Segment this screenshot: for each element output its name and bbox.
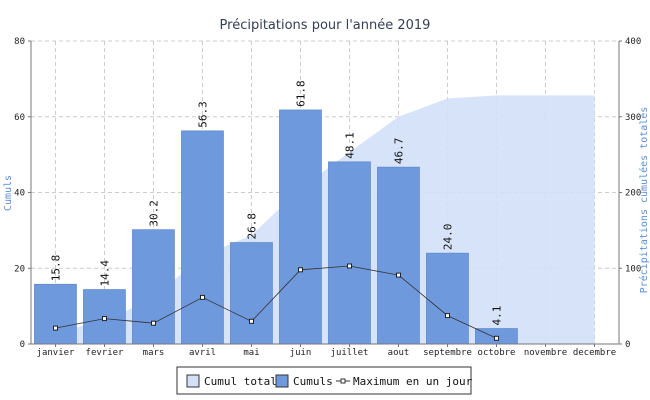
line-marker-0 [53, 325, 58, 331]
line-marker-9 [494, 335, 499, 341]
line-series [53, 263, 499, 341]
line-maximum-en-un-jour [55, 265, 497, 339]
y-tick-label-right-4: 400 [625, 37, 641, 47]
y-tick-label-left-0: 0 [20, 340, 25, 350]
y-tick-label-right-1: 100 [625, 264, 641, 274]
bar-3 [181, 130, 224, 345]
y-tick-label-right-2: 200 [625, 189, 641, 199]
data-label-4: 26.8 [246, 213, 259, 240]
line-marker-3 [200, 294, 205, 300]
data-label-9: 4.1 [491, 306, 504, 326]
bar-2 [132, 229, 175, 345]
line-marker-5 [298, 267, 303, 273]
y-tick-label-right-3: 300 [625, 113, 641, 123]
x-tick-label-6: juillet [331, 348, 369, 358]
data-label-1: 14.4 [99, 260, 112, 287]
y-axis-label-right: Précipitations cumulées totales [638, 107, 650, 294]
bar-4 [230, 242, 273, 345]
line-marker-6 [347, 263, 352, 269]
bar-1 [83, 289, 126, 345]
bar-8 [426, 252, 469, 345]
data-label-6: 48.1 [344, 132, 357, 159]
y-tick-label-left-2: 40 [14, 189, 25, 199]
y-tick-label-left-1: 20 [14, 264, 25, 274]
x-tick-label-3: avril [189, 348, 216, 358]
data-label-7: 46.7 [393, 138, 406, 165]
legend-label-line: Maximum en un jour [353, 375, 473, 388]
y-axis-label-left: Cumuls [3, 175, 14, 211]
line-marker-8 [445, 313, 450, 319]
line-marker-1 [102, 316, 107, 322]
y-tick-label-left-3: 60 [14, 113, 25, 123]
bar-6 [328, 161, 371, 345]
axes: 0 20 40 60 80 0 100 200 300 400 janvier fevrier mars… [14, 37, 641, 358]
data-label-0: 15.8 [50, 255, 63, 282]
chart-title: Précipitations pour l'année 2019 [220, 18, 431, 33]
x-tick-label-5: juin [290, 348, 312, 358]
legend: Cumul total Cumuls Maximum en un jour [176, 366, 473, 395]
x-tick-label-8: septembre [423, 348, 472, 358]
x-tick-label-0: janvier [37, 348, 76, 358]
x-tick-label-4: mai [243, 348, 259, 358]
x-tick-label-1: fevrier [86, 348, 125, 358]
data-labels: 15.8 14.4 30.2 56.3 26.8 61.8 48.1 46.7 24.0 4.1 [50, 80, 504, 325]
legend-swatch-marker [340, 378, 346, 384]
line-marker-7 [396, 272, 401, 278]
line-marker-2 [151, 320, 156, 326]
y-tick-label-left-4: 80 [14, 37, 25, 47]
line-marker-4 [249, 318, 254, 324]
data-label-2: 30.2 [148, 200, 161, 227]
legend-box [176, 366, 472, 395]
x-tick-label-2: mars [143, 348, 165, 358]
x-tick-label-7: aout [388, 348, 410, 358]
y-tick-label-right-0: 0 [625, 340, 630, 350]
data-label-3: 56.3 [197, 101, 210, 128]
x-tick-label-11: decembre [573, 348, 616, 358]
data-label-5: 61.8 [295, 80, 308, 107]
x-tick-label-9: octobre [478, 348, 516, 358]
legend-swatch-area [186, 374, 200, 388]
data-label-8: 24.0 [442, 224, 455, 251]
legend-label-area: Cumul total [204, 375, 277, 388]
bar-5 [279, 109, 322, 345]
x-tick-label-10: novembre [524, 348, 567, 358]
legend-label-bar: Cumuls [293, 375, 333, 388]
bar-7 [377, 166, 420, 345]
bar-series [34, 109, 518, 345]
legend-swatch-bar [275, 374, 289, 388]
bar-0 [34, 283, 77, 345]
